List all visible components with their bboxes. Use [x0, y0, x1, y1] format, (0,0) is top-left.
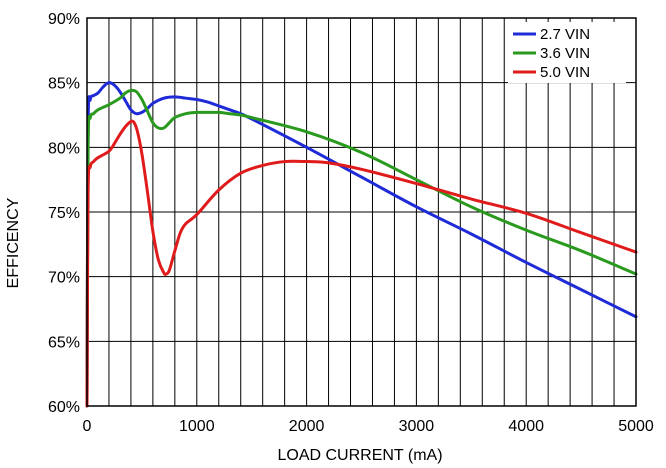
x-tick-label: 4000	[508, 418, 544, 435]
y-axis-title: EFFICENCY	[5, 197, 22, 288]
y-tick-label: 65%	[48, 334, 80, 351]
x-tick-label: 5000	[618, 418, 654, 435]
series-line-3-6-vin	[85, 88, 638, 408]
x-tick-label: 3000	[399, 418, 435, 435]
x-tick-label: 2000	[289, 418, 325, 435]
legend-label: 3.6 VIN	[540, 45, 590, 62]
series-layer	[85, 81, 638, 408]
x-tick-labels: 0 1000 2000 3000 4000 5000	[83, 418, 654, 435]
y-tick-labels: 60% 65% 70% 75% 80% 85% 90%	[48, 11, 80, 416]
legend: 2.7 VIN 3.6 VIN 5.0 VIN	[508, 22, 626, 83]
y-tick-label: 75%	[48, 205, 80, 222]
y-tick-label: 90%	[48, 11, 80, 28]
series-line-2-7-vin	[85, 81, 638, 408]
plot-frame	[86, 17, 637, 407]
x-axis-title: LOAD CURRENT (mA)	[277, 447, 442, 464]
y-tick-label: 70%	[48, 270, 80, 287]
x-tick-label: 1000	[179, 418, 215, 435]
y-tick-label: 80%	[48, 140, 80, 157]
legend-label: 5.0 VIN	[540, 64, 590, 81]
legend-label: 2.7 VIN	[540, 26, 590, 43]
y-tick-label: 85%	[48, 76, 80, 93]
series-line-5-0-vin	[85, 119, 638, 408]
x-tick-label: 0	[83, 418, 92, 435]
y-tick-label: 60%	[48, 399, 80, 416]
